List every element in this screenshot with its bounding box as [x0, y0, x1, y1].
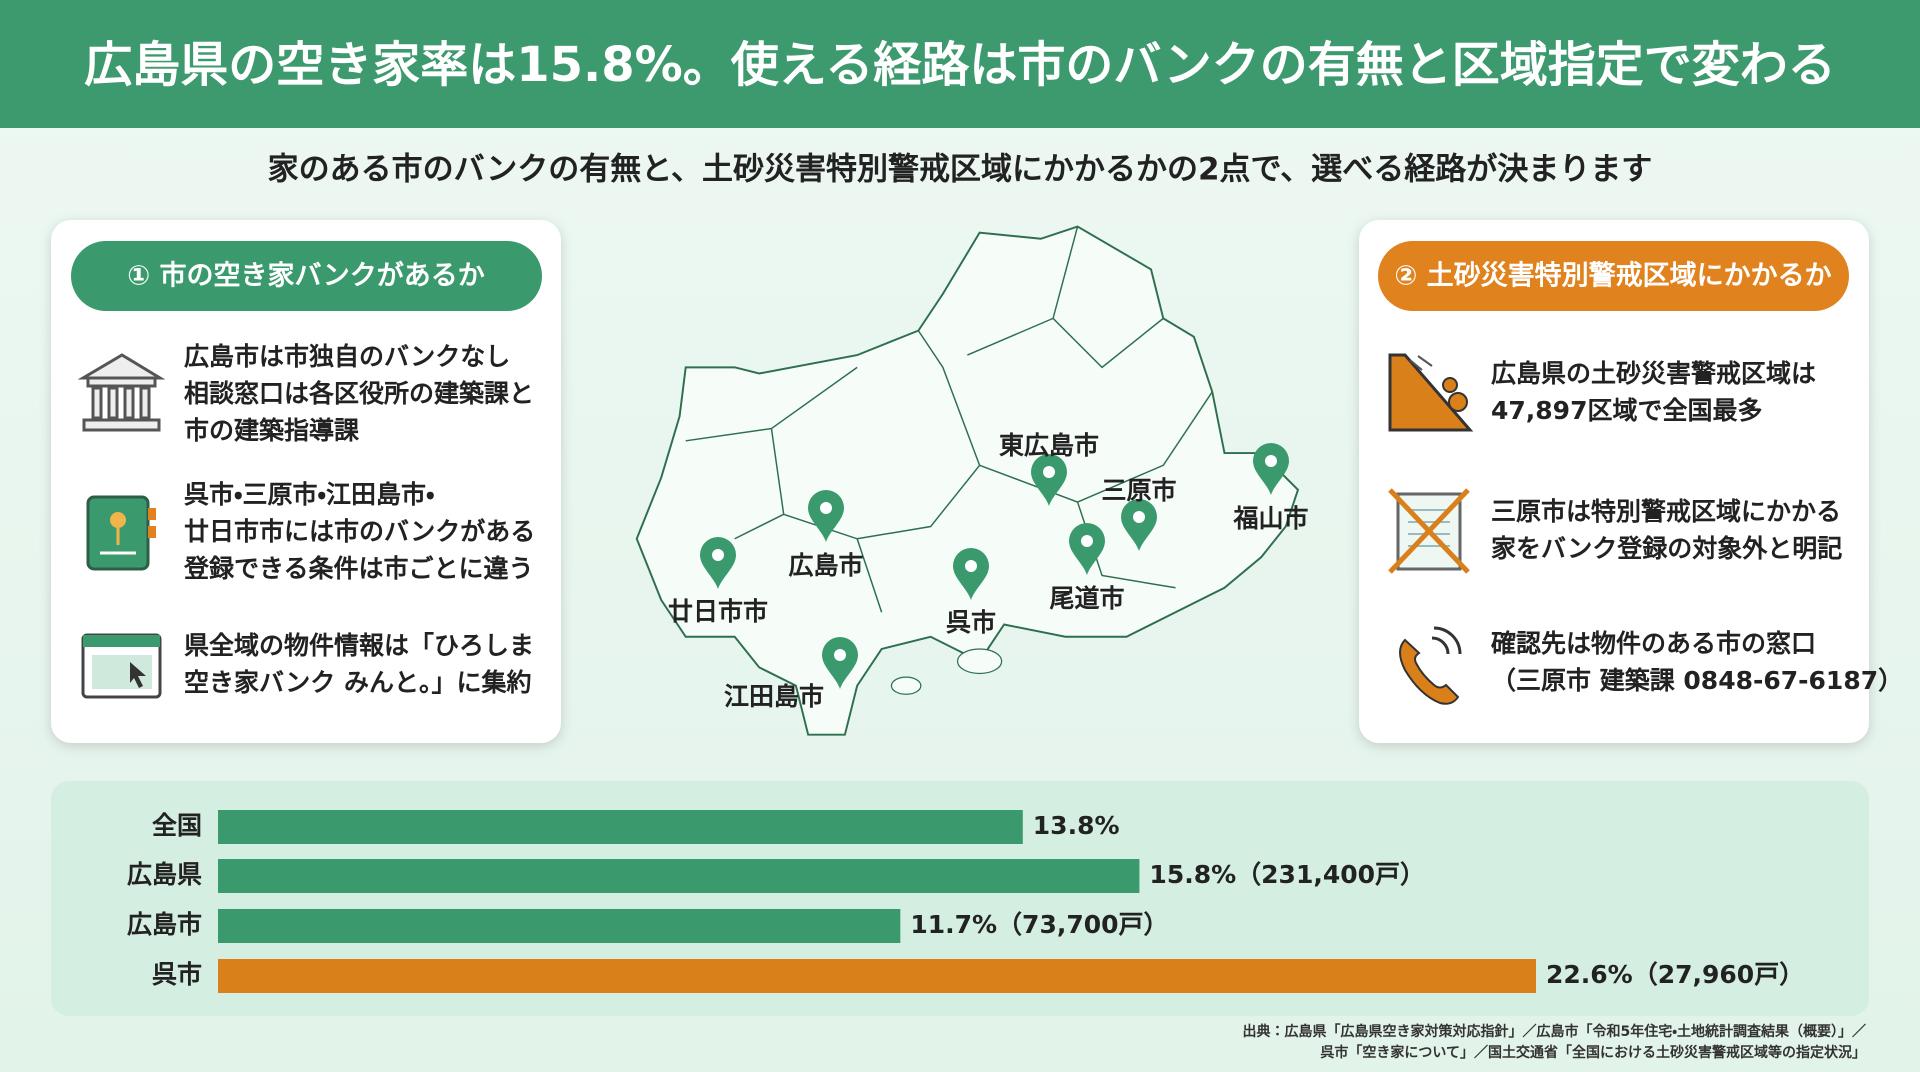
- map-pin-dot: [1265, 455, 1277, 467]
- right-heading: ② 土砂災害特別警戒区域にかかるか: [1394, 260, 1831, 292]
- item-text: （三原市 建築課 0848-67-6187）: [1491, 666, 1903, 695]
- bar: [218, 909, 901, 943]
- map-pin-dot: [820, 502, 832, 514]
- value-label: 22.6%（27,960戸）: [1546, 960, 1804, 989]
- item-text: 広島市は市独自のバンクなし: [184, 342, 510, 371]
- item-text: 広島県の土砂災害警戒区域は: [1491, 359, 1816, 388]
- city-label: 江田島市: [724, 682, 824, 711]
- city-label: 広島市: [788, 551, 863, 580]
- phone-icon: [1399, 626, 1462, 705]
- map-pin-dot: [1043, 466, 1055, 478]
- item-text: 市の建築指導課: [184, 416, 360, 445]
- map-pin-dot: [834, 649, 846, 661]
- category-label: 広島県: [127, 860, 202, 889]
- item-text: 廿日市市には市のバンクがある: [184, 517, 535, 546]
- value-label: 13.8%: [1033, 811, 1120, 840]
- city-label: 三原市: [1101, 476, 1176, 505]
- source-text: 出典：広島県「広島県空き家対策対応指針」／広島市「令和5年住宅・土地統計調査結果…: [1243, 1023, 1867, 1040]
- item-text: 確認先は物件のある市の窓口: [1491, 629, 1816, 658]
- city-label: 福山市: [1232, 504, 1308, 533]
- city-label: 尾道市: [1049, 584, 1124, 613]
- subtitle: 家のある市のバンクの有無と、土砂災害特別警戒区域にかかるかの2点で、選べる経路が…: [268, 152, 1653, 188]
- city-label: 廿日市市: [668, 597, 768, 626]
- source-text: 呉市「空き家について」／国土交通省「全国における土砂災害警戒区域等の指定状況」: [1320, 1044, 1866, 1061]
- item-text: 県全域の物件情報は「ひろしま: [184, 631, 534, 660]
- item-text: 三原市は特別警戒区域にかかる: [1491, 497, 1841, 526]
- map-pin: [808, 490, 844, 542]
- city-label: 呉市: [946, 608, 996, 637]
- value-label: 11.7%（73,700戸）: [910, 910, 1168, 939]
- map-pin: [1069, 523, 1105, 575]
- map-pin: [822, 637, 858, 689]
- map-pin: [953, 548, 989, 600]
- item-text: 家をバンク登録の対象外と明記: [1491, 534, 1842, 563]
- category-label: 呉市: [152, 960, 202, 989]
- bar: [218, 859, 1140, 893]
- right-heading-pill: [1378, 241, 1849, 311]
- item-text: 登録できる条件は市ごとに違う: [183, 554, 534, 583]
- header-bar: [0, 0, 1920, 128]
- category-label: 全国: [152, 811, 202, 840]
- browser-icon: [81, 633, 162, 699]
- value-label: 15.8%（231,400戸）: [1149, 860, 1425, 889]
- right-panel: [1359, 220, 1869, 743]
- bar: [218, 810, 1023, 844]
- left-panel: [51, 220, 561, 743]
- map-pin-dot: [712, 549, 724, 561]
- city-label: 東広島市: [999, 431, 1099, 460]
- book-icon: [86, 495, 156, 571]
- map-pin: [1253, 443, 1289, 495]
- map-pin-dot: [1081, 535, 1093, 547]
- map-pin: [1121, 499, 1157, 551]
- map-pin: [1031, 454, 1067, 506]
- item-text: 47,897区域で全国最多: [1491, 396, 1762, 425]
- map: [635, 225, 1300, 736]
- map-pin-dot: [965, 560, 977, 572]
- map-pin: [700, 537, 736, 589]
- bar: [218, 959, 1536, 993]
- bank-icon: [77, 353, 166, 432]
- item-text: 呉市・三原市・江田島市・: [184, 480, 435, 509]
- left-heading: ① 市の空き家バンクがあるか: [127, 260, 485, 292]
- item-text: 相談窓口は各区役所の建築課と: [184, 379, 534, 408]
- map-pin-dot: [1133, 511, 1145, 523]
- category-label: 広島市: [127, 910, 202, 939]
- landslide-icon: [1388, 353, 1474, 432]
- item-text: 空き家バンク みんと。」に集約: [184, 668, 531, 697]
- title: 広島県の空き家率は15.8%。使える経路は市のバンクの有無と区域指定で変わる: [84, 37, 1836, 93]
- left-heading-pill: [71, 241, 542, 311]
- excluded-document-icon: [1388, 488, 1470, 574]
